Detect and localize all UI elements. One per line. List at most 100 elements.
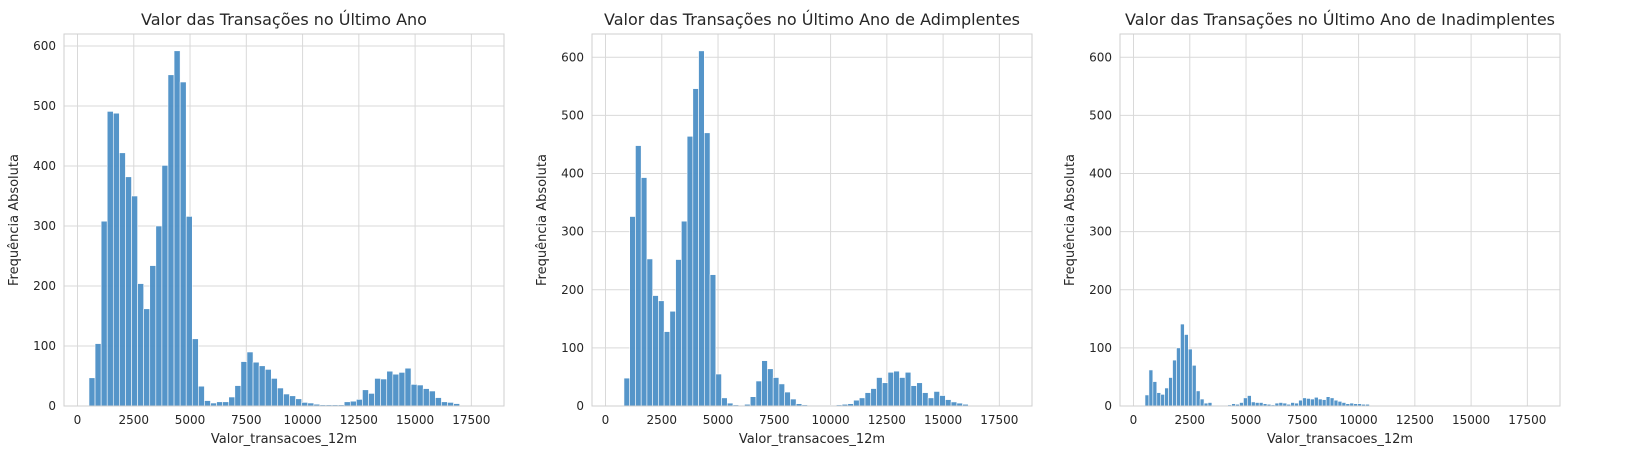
gridlines [64,34,504,407]
histogram-bar [876,377,883,407]
y-tick-label: 500 [561,108,584,122]
histogram-bar [422,388,430,407]
x-tick-label: 15000 [396,413,434,427]
x-tick-label: 10000 [811,413,849,427]
histogram-bar [198,385,205,407]
histogram-bar [392,373,400,407]
histogram-bar [922,392,929,407]
histogram-bar [749,396,757,407]
y-tick-label: 100 [1089,341,1112,355]
histogram-bar [100,220,108,407]
histogram-bar [295,398,302,407]
histogram-bar [1251,401,1256,407]
histogram-bar [398,372,406,407]
histogram-bar [887,371,894,407]
histogram-bar [939,395,946,407]
y-tick-label: 600 [561,50,584,64]
x-tick-label: 12500 [340,413,378,427]
x-tick-label: 0 [602,413,610,427]
histogram-bar [167,74,175,407]
histogram-bar [234,385,242,407]
x-tick-label: 17500 [452,413,490,427]
histogram-bar [228,396,236,407]
histogram-bars [623,50,969,407]
histogram-bar [675,259,682,407]
histogram-bar [94,343,102,407]
y-tick-label: 600 [1089,50,1112,64]
histogram-bar [1302,397,1307,407]
y-tick-label: 300 [1089,225,1112,239]
histogram-bar [289,395,296,407]
y-tick-label: 0 [48,399,56,413]
histogram-bar [106,111,114,407]
x-tick-label: 17500 [980,413,1018,427]
histogram-bar [1164,387,1169,407]
histogram-bar [1321,399,1327,407]
histogram-bar [853,399,860,407]
histogram-bar [904,371,912,407]
histogram-bar [686,136,694,407]
histogram-bar [1207,402,1213,407]
histogram-bar [119,152,126,407]
histogram-bar [1306,398,1311,407]
histogram-bar [916,382,923,407]
histogram-bar [1195,390,1201,407]
histogram-bar [927,397,935,407]
histogram-bar [179,81,187,407]
histogram-bar [881,382,889,407]
histogram-bar [1254,402,1260,407]
histogram-bar [204,400,211,407]
histogram-bar [1199,398,1205,407]
histogram-bar [772,377,780,407]
histogram-bar [893,370,900,407]
histogram-bar [143,308,151,407]
y-tick-label: 200 [1089,283,1112,297]
histogram-bar [646,258,653,407]
histogram-bar [1180,323,1185,407]
histogram-bar [1278,402,1284,407]
plot-area [1120,34,1560,406]
x-tick-label: 5000 [175,413,206,427]
histogram-bar [858,397,866,407]
subplot-adimplentes: 0 2500 5000 7500 10000 12500 15000 17500 0 100 200… [535,10,1033,447]
histogram-bar [264,369,272,407]
plot-frame [63,33,505,407]
histogram-bar [246,351,254,407]
y-axis-label: Frequência Absoluta [7,154,22,286]
histogram-bar [950,401,958,407]
histogram-bar [173,50,181,407]
y-axis-label: Frequência Absoluta [535,154,550,286]
y-tick-label: 0 [576,399,584,413]
histogram-bar [692,88,699,407]
histogram-bar [635,145,642,407]
histogram-bar [155,225,163,407]
histogram-bar [658,300,665,407]
y-axis-label: Frequência Absoluta [1063,154,1078,286]
histogram-bar [1310,398,1315,407]
tick-labels: 0 2500 5000 7500 10000 12500 15000 17500 0 100 200… [1089,50,1546,427]
histogram-bar [864,392,872,407]
histogram-bar [1191,365,1197,407]
histogram-bar [1258,402,1264,407]
histogram-bar [1188,348,1193,407]
y-tick-label: 300 [33,219,56,233]
histogram-bar [870,388,877,407]
x-tick-label: 12500 [868,413,906,427]
x-tick-label: 12500 [1396,413,1434,427]
histogram-bar [343,401,351,407]
y-tick-label: 0 [1104,399,1112,413]
y-tick-label: 200 [33,279,56,293]
y-tick-label: 300 [561,225,584,239]
histogram-bar [258,365,266,407]
histogram-bar [1152,381,1158,407]
x-tick-label: 0 [1130,413,1138,427]
y-tick-label: 500 [1089,108,1112,122]
histogram-bar [386,370,394,407]
histogram-bar [1317,398,1323,407]
x-tick-label: 10000 [283,413,321,427]
histogram-bar [1298,399,1303,407]
histogram-bar [1290,402,1295,407]
x-tick-label: 17500 [1508,413,1546,427]
histogram-bars [88,50,460,407]
histogram-bar [652,295,659,407]
